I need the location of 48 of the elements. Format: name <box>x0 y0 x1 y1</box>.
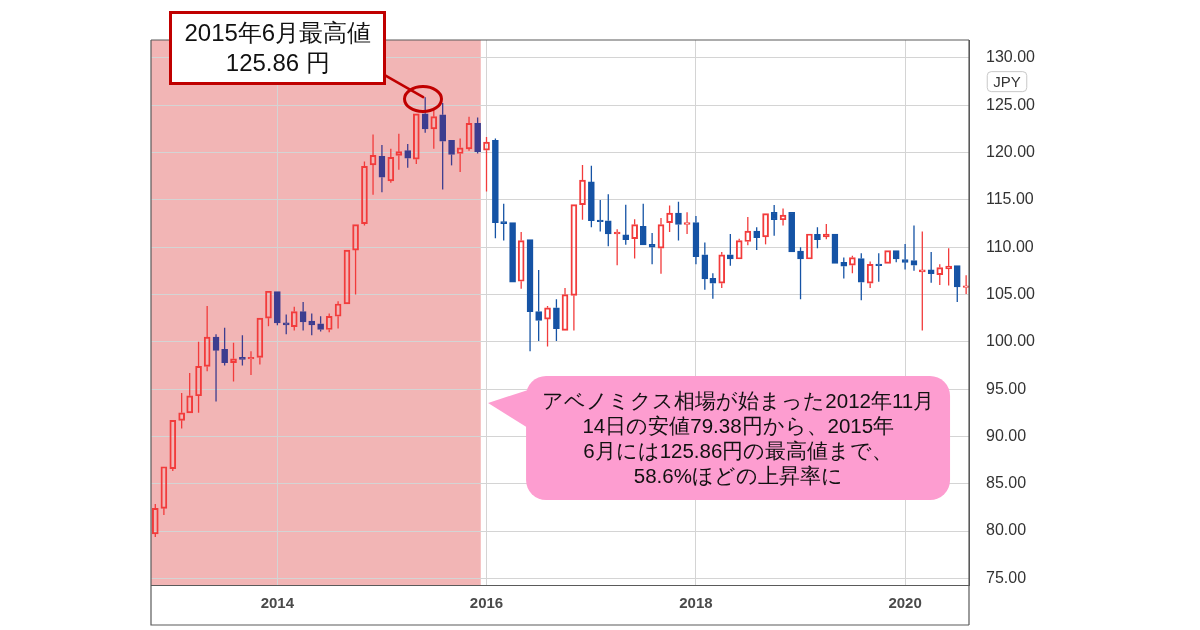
y-tick-label: 120.00 <box>986 143 1036 160</box>
candlestick <box>857 252 865 301</box>
candlestick <box>797 246 804 300</box>
x-tick-label: 2020 <box>888 594 922 612</box>
candlestick <box>639 203 647 246</box>
y-tick-label: 130.00 <box>986 48 1036 66</box>
candlestick <box>709 272 717 300</box>
candlestick <box>553 298 560 342</box>
x-tick-label: 2014 <box>260 594 295 612</box>
candlestick <box>299 301 307 332</box>
candlestick <box>648 232 656 265</box>
y-tick-label: 85.00 <box>986 474 1027 492</box>
y-tick-label: 95.00 <box>986 379 1027 397</box>
candlestick <box>239 334 246 367</box>
candlestick <box>439 102 446 191</box>
y-tick-label: 105.00 <box>986 284 1036 302</box>
y-tick-label: 90.00 <box>986 426 1027 444</box>
candlestick <box>701 241 709 291</box>
candlestick <box>692 215 700 265</box>
annotation: アベノミクス相場が始まった2012年11月 14日の安値79.38円から、2015年 6月には125.86円の最高値まで、 58.6%ほどの上昇率に <box>526 376 951 501</box>
candlestick <box>910 224 918 272</box>
y-axis-title: JPY <box>993 72 1021 90</box>
candlestick <box>831 233 839 264</box>
candlestick <box>770 204 778 237</box>
candlestick <box>788 211 795 253</box>
candlestick <box>927 251 935 284</box>
y-tick-label: 100.00 <box>986 332 1036 350</box>
candlestick <box>901 243 909 271</box>
candlestick <box>588 165 595 228</box>
y-tick-label: 80.00 <box>986 521 1027 539</box>
candlestick <box>675 201 682 242</box>
y-tick-label: 115.00 <box>986 190 1034 208</box>
x-tick-label: 2018 <box>679 594 713 612</box>
candlestick <box>509 222 516 283</box>
y-tick-label: 125.00 <box>986 95 1036 113</box>
candlestick <box>500 203 508 242</box>
candlestick <box>421 96 429 134</box>
candlestick <box>212 333 220 403</box>
x-tick-label: 2016 <box>469 594 504 612</box>
y-tick-label: 75.00 <box>986 568 1027 586</box>
candlestick <box>604 193 612 247</box>
candlestick <box>247 350 255 376</box>
candlestick <box>535 269 542 342</box>
candlestick <box>622 203 630 246</box>
y-tick-label: 110.00 <box>986 237 1034 255</box>
candlestick <box>378 144 386 193</box>
candlestick <box>221 326 228 367</box>
candlestick <box>526 239 534 352</box>
